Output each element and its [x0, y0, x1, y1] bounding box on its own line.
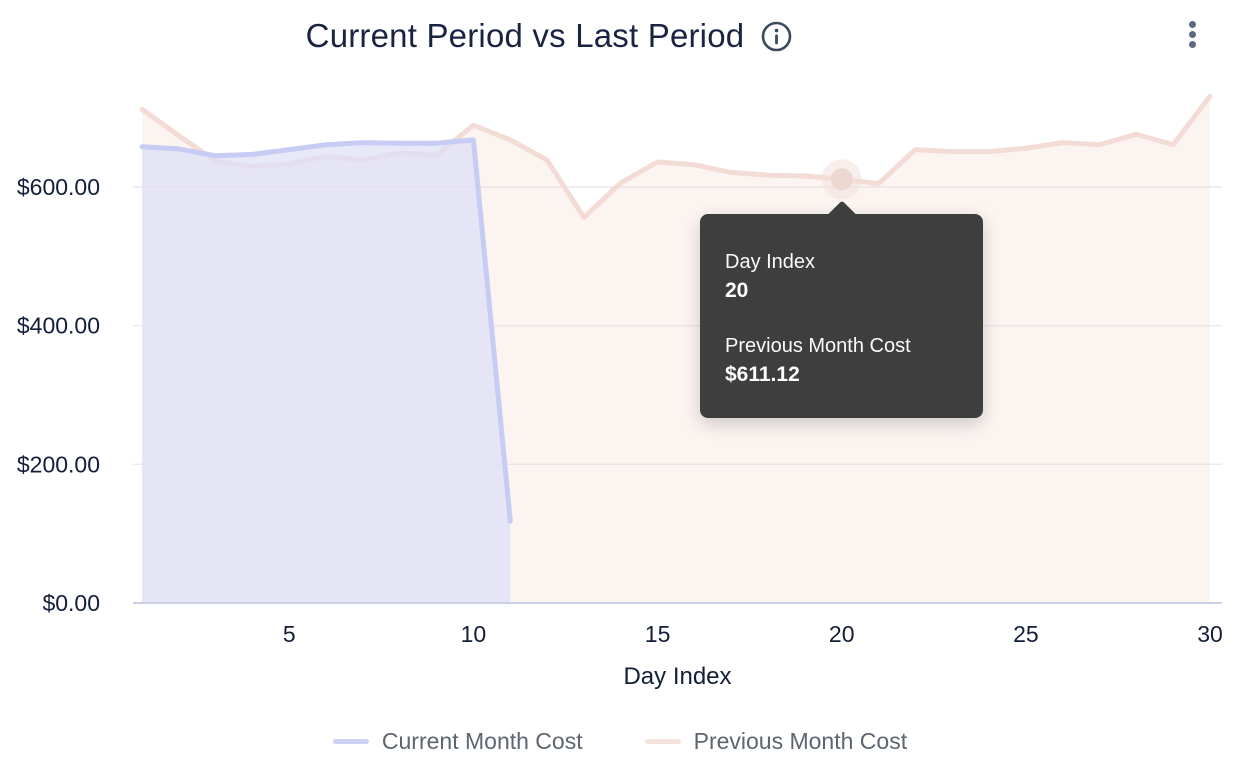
x-axis-tick-label: 15: [645, 621, 671, 647]
page-title: Current Period vs Last Period: [305, 17, 745, 54]
legend-item-current-month[interactable]: Current Month Cost: [332, 727, 583, 755]
active-point[interactable]: [830, 168, 853, 191]
tooltip-label: Day Index: [725, 251, 816, 273]
legend-label: Previous Month Cost: [693, 727, 908, 754]
y-axis-tick-label: $0.00: [42, 590, 100, 616]
legend-item-previous-month[interactable]: Previous Month Cost: [644, 727, 908, 755]
x-axis-tick-label: 25: [1013, 621, 1039, 647]
x-axis-tick-label: 10: [461, 621, 487, 647]
info-icon[interactable]: [759, 19, 794, 54]
legend-swatch-current-month: [332, 738, 369, 744]
legend-swatch-previous-month: [644, 738, 681, 744]
tooltip-value: 20: [725, 279, 749, 302]
x-axis-tick-label: 20: [829, 621, 855, 647]
info-icon-glyph: [762, 21, 792, 51]
tooltip-row: Previous Month Cost $611.12: [725, 332, 959, 390]
y-axis-tick-label: $200.00: [17, 451, 100, 477]
legend-label: Current Month Cost: [381, 727, 583, 754]
x-axis-tick-label: 30: [1197, 621, 1223, 647]
kebab-dot: [1188, 40, 1196, 48]
y-axis-tick-label: $600.00: [17, 174, 100, 200]
line-current-month-cost: [139, 137, 513, 524]
x-axis-title: Day Index: [623, 663, 731, 690]
area-fill-current-month-cost: [142, 139, 511, 603]
x-axis-tick-label: 5: [283, 621, 296, 647]
chart-tooltip: Day Index 20 Previous Month Cost $611.12: [700, 214, 983, 418]
kebab-dot: [1188, 20, 1196, 28]
kebab-dot: [1188, 30, 1196, 38]
more-options-button[interactable]: [1180, 16, 1204, 52]
tooltip-label: Previous Month Cost: [725, 335, 911, 357]
tooltip-row: Day Index 20: [725, 248, 959, 306]
y-axis-tick-label: $400.00: [17, 313, 100, 339]
chart-header: Current Period vs Last Period: [0, 12, 1100, 60]
chart-canvas[interactable]: $0.00 $200.00 $400.00 $600.00 5 10 15 20 25 30 Day…: [0, 0, 1240, 710]
tooltip-value: $611.12: [725, 363, 800, 386]
chart-legend: Current Month Cost Previous Month Cost: [0, 724, 1240, 758]
